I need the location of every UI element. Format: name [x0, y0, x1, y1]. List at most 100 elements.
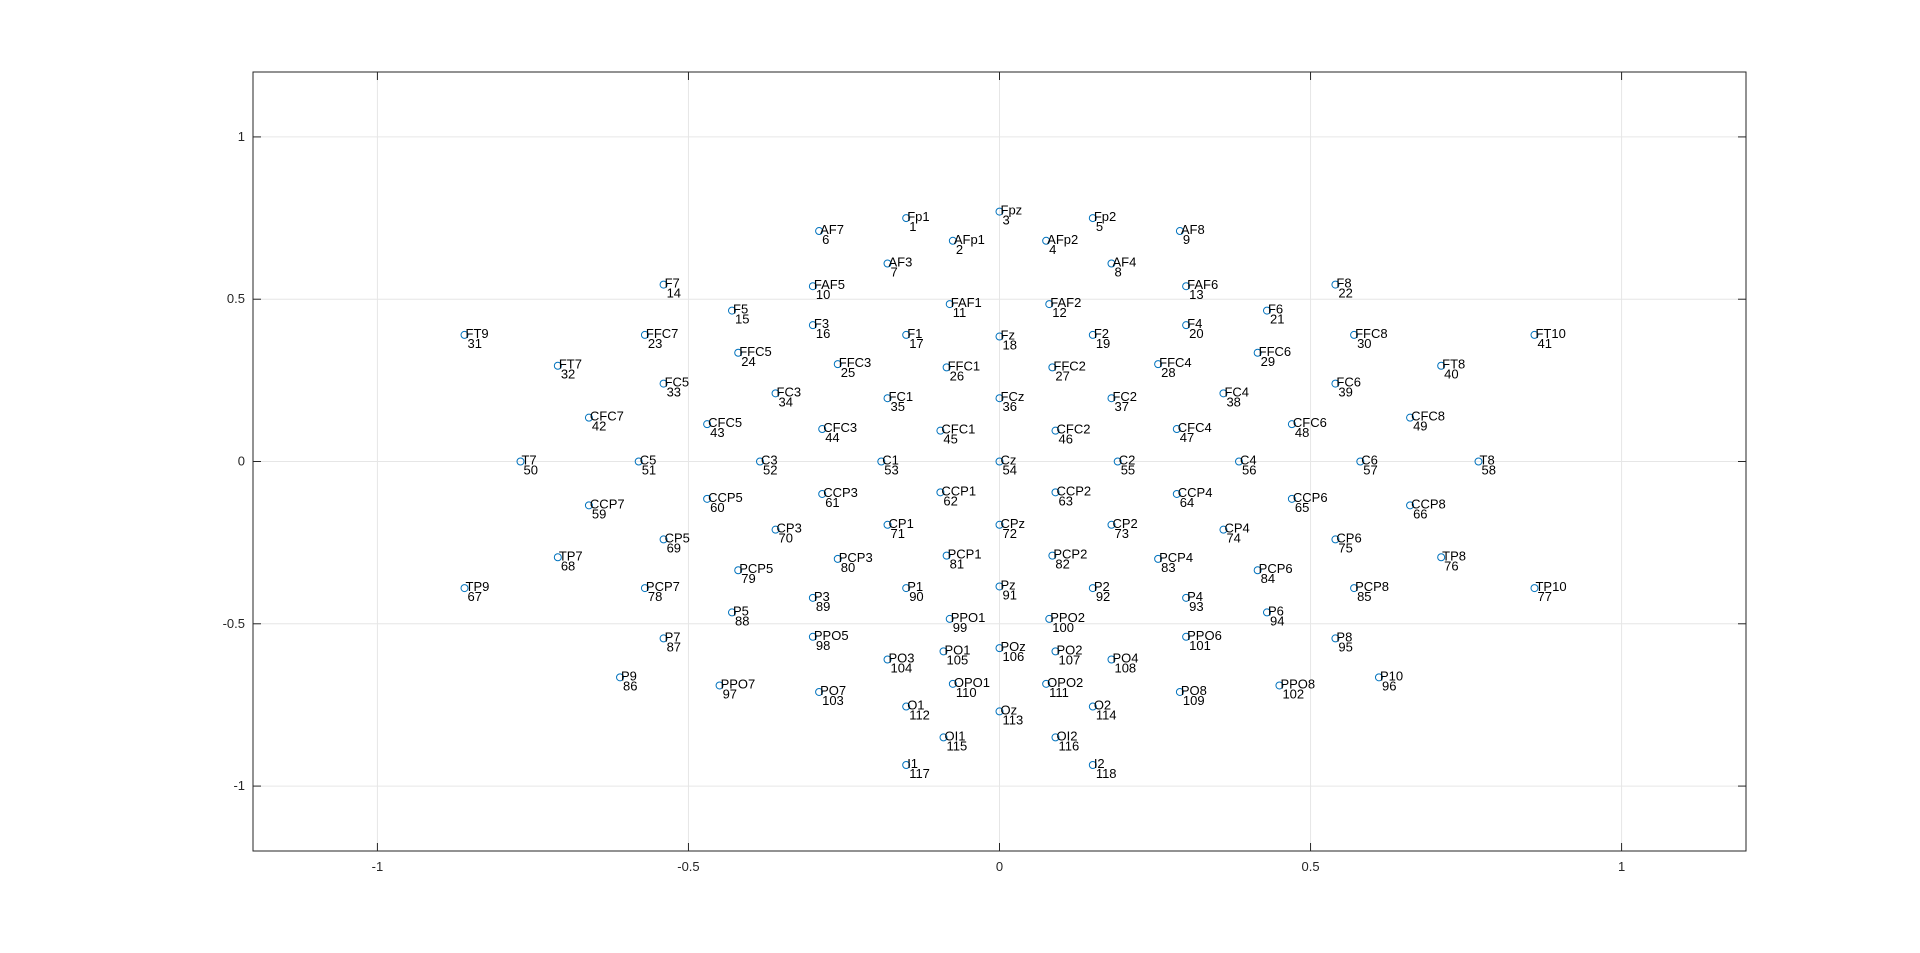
electrode-marker [771, 525, 780, 534]
electrode-index-label: 69 [667, 540, 681, 555]
electrode-marker [1530, 584, 1539, 593]
electrode-marker [942, 551, 951, 560]
electrode-marker [616, 673, 625, 682]
electrode-name-label: OPO1 [954, 675, 990, 690]
electrode-index-label: 86 [623, 678, 637, 693]
grid [253, 72, 1746, 851]
electrode-name-label: FT7 [559, 357, 582, 372]
electrode-index-label: 18 [1003, 338, 1017, 353]
electrode-index-label: 31 [468, 336, 482, 351]
electrode-name-label: PPO6 [1187, 628, 1222, 643]
electrode-index-label: 50 [523, 463, 537, 478]
y-tick-label: 0 [238, 454, 245, 469]
electrode-name-label: CP3 [777, 521, 802, 536]
electrode-marker [755, 457, 764, 466]
electrode-marker [1474, 457, 1483, 466]
electrode-index-label: 81 [950, 557, 964, 572]
electrode-index-label: 60 [710, 500, 724, 515]
electrode-name-label: FC1 [889, 389, 914, 404]
x-tick-label: 0.5 [1302, 859, 1320, 874]
electrode-name-label: CCP1 [941, 483, 976, 498]
electrode-marker [1356, 457, 1365, 466]
electrode-index-label: 99 [953, 620, 967, 635]
electrode-name-label: CFC4 [1178, 420, 1212, 435]
electrode-index-label: 94 [1270, 613, 1284, 628]
electrode-marker [703, 494, 712, 503]
electrode-index-label: 93 [1189, 599, 1203, 614]
electrode-index-label: 57 [1363, 463, 1377, 478]
electrode-name-label: CFC2 [1056, 422, 1090, 437]
electrode-name-label: AF3 [889, 255, 913, 270]
electrode-index-label: 114 [1096, 708, 1117, 723]
electrode-index-label: 97 [723, 686, 737, 701]
electrode-name-label: FFC8 [1355, 326, 1388, 341]
electrode-index-label: 90 [909, 589, 923, 604]
electrode-marker [734, 566, 743, 575]
electrode-name-label: O1 [907, 698, 924, 713]
electrode-name-label: PCP8 [1355, 579, 1389, 594]
electrode-marker [808, 321, 817, 330]
electrode-index-label: 109 [1183, 693, 1205, 708]
electrode-marker [877, 457, 886, 466]
electrode-index-label: 26 [950, 368, 964, 383]
electrode-name-label: O2 [1094, 698, 1111, 713]
electrode-index-label: 102 [1282, 686, 1304, 701]
electrode-name-label: FFC7 [646, 326, 679, 341]
electrode-index-label: 28 [1161, 365, 1175, 380]
electrode-marker [948, 679, 957, 688]
electrode-index-label: 4 [1049, 242, 1056, 257]
electrode-name-label: F7 [665, 276, 680, 291]
electrode-index-label: 104 [891, 660, 913, 675]
electrode-name-label: FC5 [665, 375, 690, 390]
electrode-index-label: 21 [1270, 312, 1284, 327]
electrode-marker [1051, 426, 1060, 435]
electrode-name-label: C6 [1361, 453, 1378, 468]
electrode-marker [808, 593, 817, 602]
electrode-marker [1042, 236, 1051, 245]
electrode-marker [808, 632, 817, 641]
electrode-name-label: CFC7 [590, 409, 624, 424]
electrode-name-label: PO3 [889, 650, 915, 665]
electrode-name-label: C2 [1119, 453, 1136, 468]
electrode-index-label: 68 [561, 558, 575, 573]
electrode-marker [1107, 520, 1116, 529]
electrode-marker [939, 733, 948, 742]
electrode-name-label: FC4 [1224, 384, 1249, 399]
electrode-marker [1182, 282, 1191, 291]
electrode-name-label: AF4 [1112, 255, 1136, 270]
electrode-marker [902, 702, 911, 711]
electrode-marker [1253, 566, 1262, 575]
electrode-marker [1154, 360, 1163, 369]
electrode-index-label: 63 [1058, 493, 1072, 508]
electrode-index-label: 42 [592, 419, 606, 434]
